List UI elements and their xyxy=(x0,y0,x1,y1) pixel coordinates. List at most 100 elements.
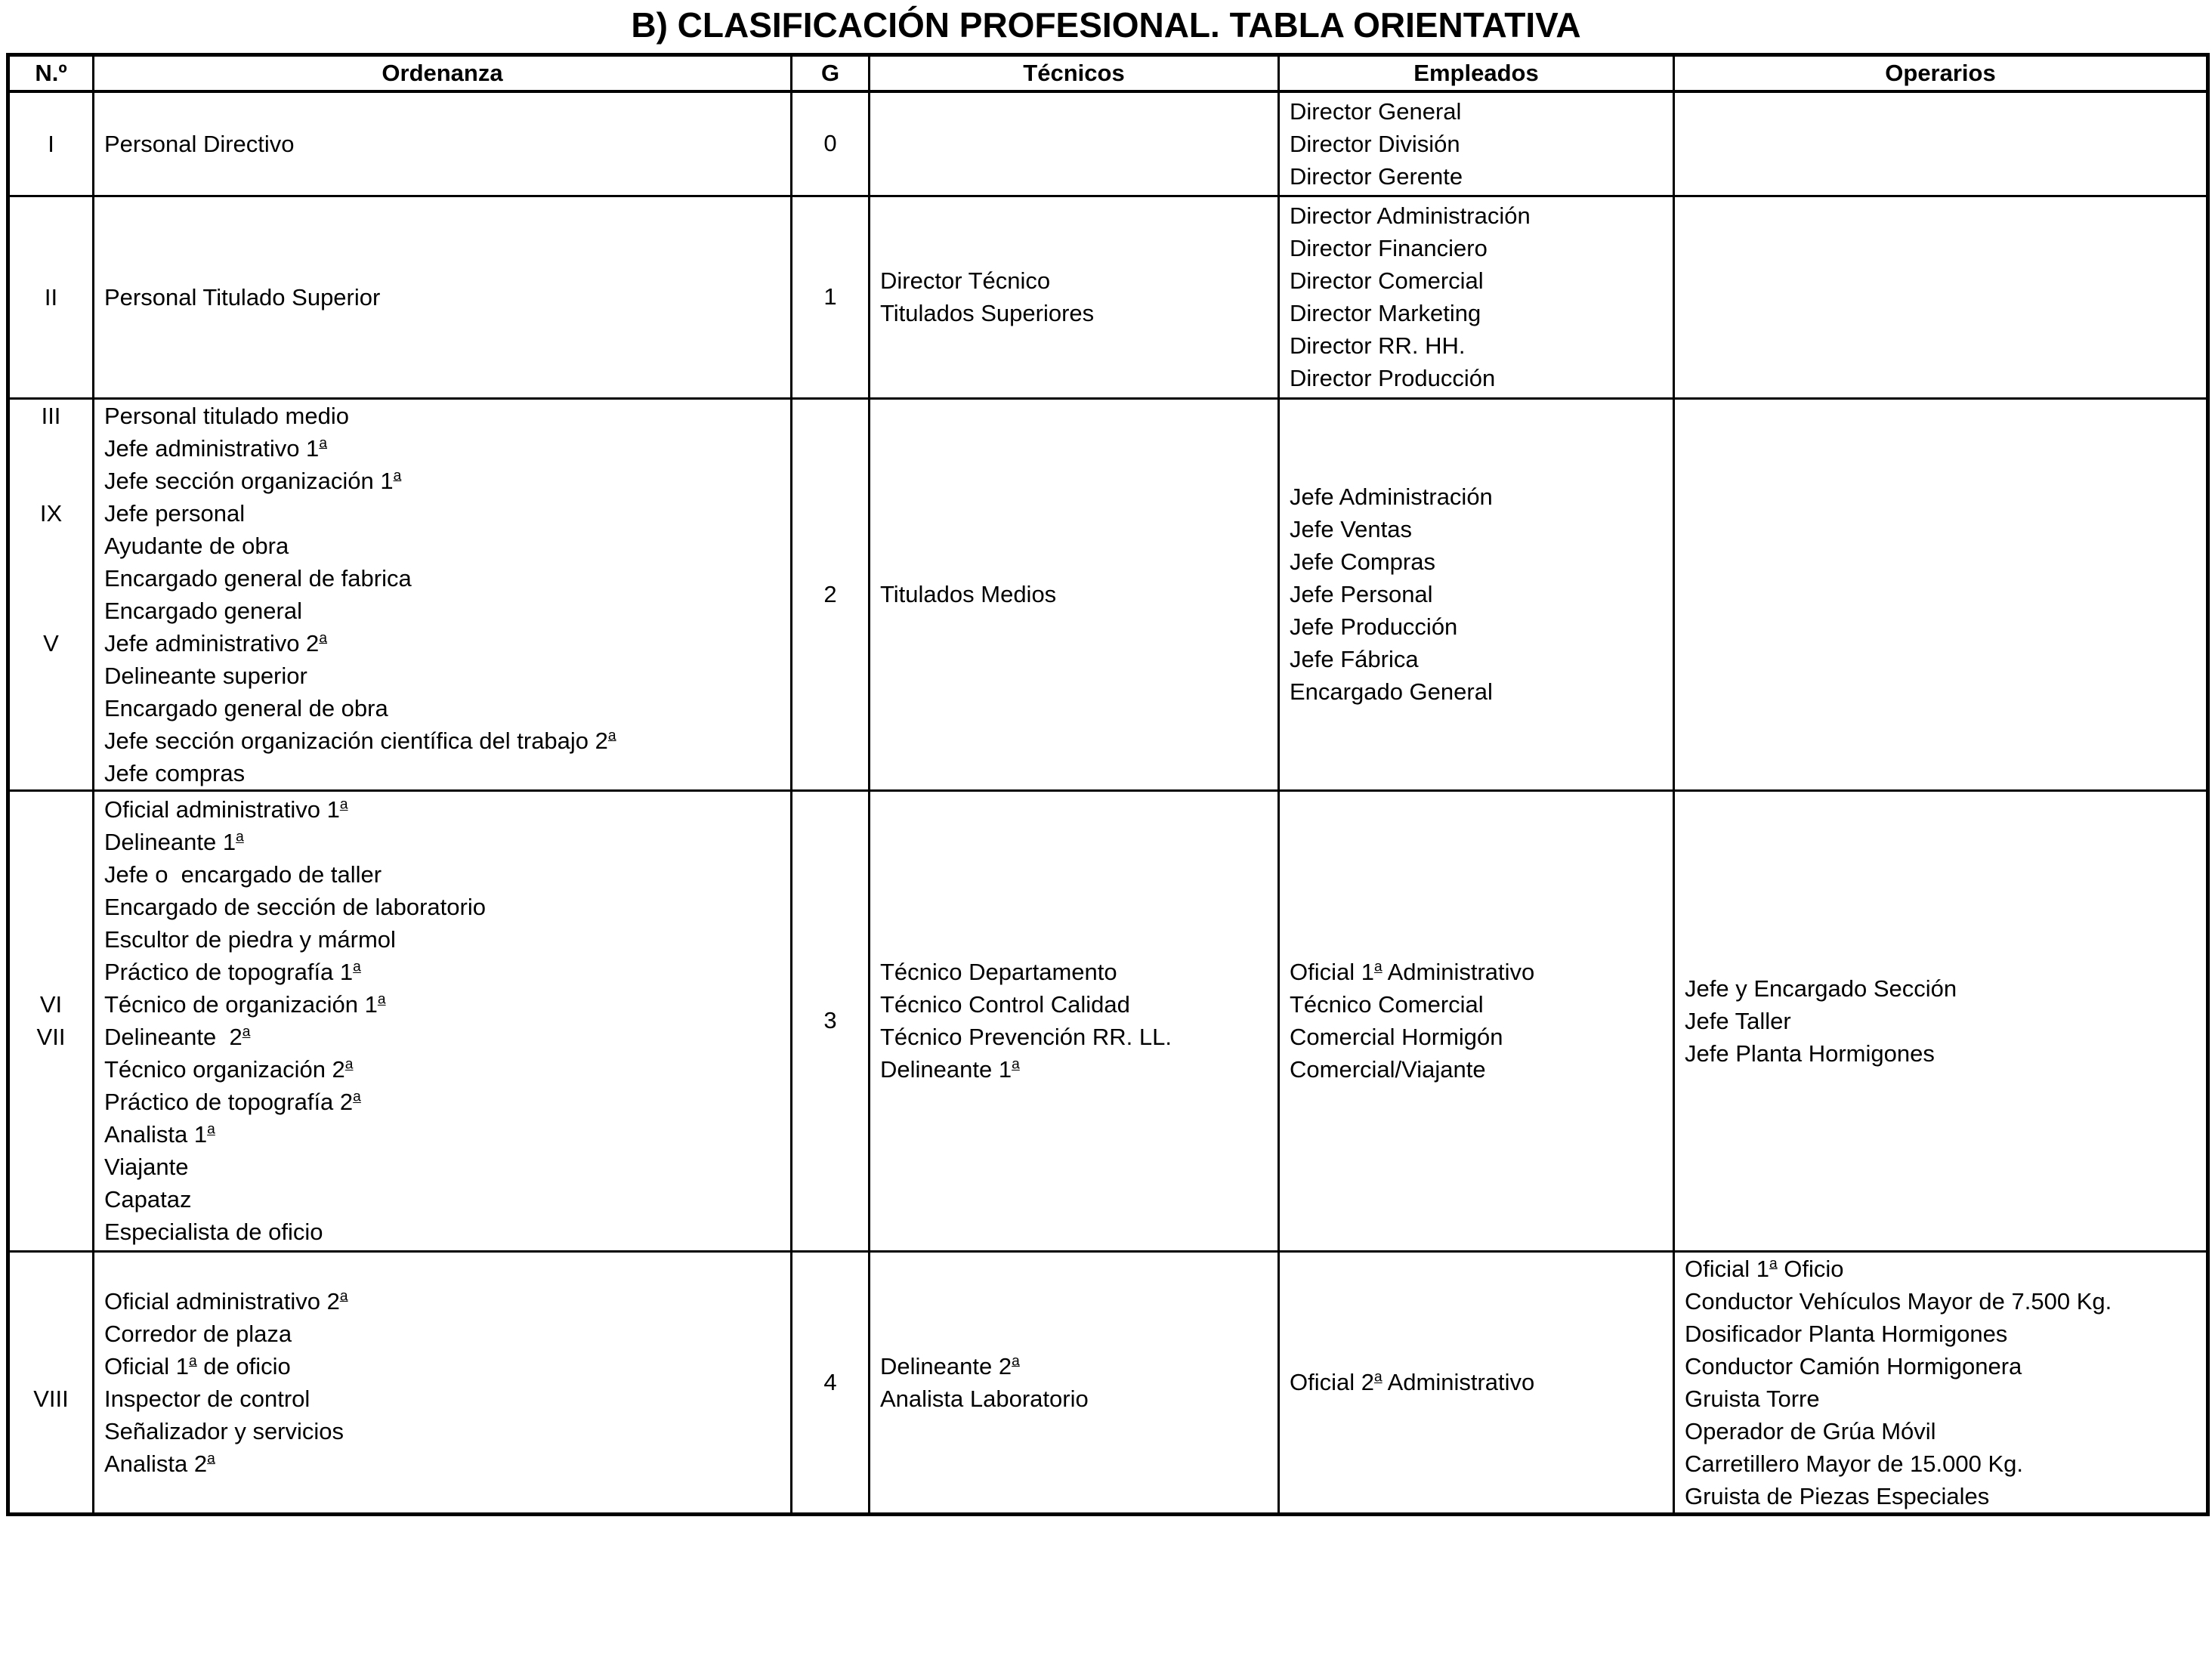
cell-line: Director División xyxy=(1290,130,1460,157)
cell-line xyxy=(11,465,91,497)
cell-empleados: Oficial 2a Administrativo xyxy=(1277,1250,1675,1515)
cell-numero: I xyxy=(7,90,94,197)
cell-line: Técnico de organización 1a xyxy=(104,991,386,1018)
cell-line: III xyxy=(41,402,61,429)
cell-tecnicos xyxy=(868,90,1280,197)
cell-line xyxy=(11,1151,91,1183)
cell-line: Técnico Departamento xyxy=(880,959,1117,985)
cell-line xyxy=(11,1415,91,1447)
cell-line: Práctico de topografía 2a xyxy=(104,1089,361,1115)
cell-grupo: 1 xyxy=(790,194,870,400)
cell-grupo: 0 xyxy=(790,90,870,197)
cell-line: Director RR. HH. xyxy=(1290,332,1466,359)
cell-line: Comercial/Viajante xyxy=(1290,1056,1486,1083)
cell-line: Operador de Grúa Móvil xyxy=(1685,1417,1936,1444)
ordinal-indicator: a xyxy=(1373,959,1382,975)
cell-line: Jefe sección organización científica del… xyxy=(104,727,616,754)
cell-line: Jefe Planta Hormigones xyxy=(1685,1040,1935,1067)
cell-ordenanza: Personal Titulado Superior xyxy=(92,194,792,400)
cell-line: Gruista de Piezas Especiales xyxy=(1685,1482,1990,1509)
cell-line: Oficial 1a de oficio xyxy=(104,1352,291,1379)
cell-tecnicos: Delineante 2a Analista Laboratorio xyxy=(868,1250,1280,1515)
classification-table: N.º Ordenanza G Técnicos Empleados Opera… xyxy=(6,53,2210,1516)
cell-numero: III IX V xyxy=(7,397,94,792)
cell-line: Señalizador y servicios xyxy=(104,1417,344,1444)
col-header-empleados: Empleados xyxy=(1277,54,1675,93)
ordinal-indicator: a xyxy=(393,468,402,484)
table-row-III-IX-V: III IX V Personal titulado medio Jefe adm… xyxy=(7,397,2209,792)
cell-line: Inspector de control xyxy=(104,1385,310,1412)
table-row-I: I Personal Directivo 0 Director General D… xyxy=(7,90,2209,197)
cell-line: Jefe compras xyxy=(104,759,246,786)
cell-tecnicos: Director Técnico Titulados Superiores xyxy=(868,194,1280,400)
cell-line: Jefe Personal xyxy=(1290,581,1433,607)
cell-line: I xyxy=(48,130,54,157)
cell-operarios: Oficial 1a Oficio Conductor Vehículos May… xyxy=(1673,1250,2209,1515)
cell-line: Conductor Camión Hormigonera xyxy=(1685,1352,2022,1379)
ordinal-indicator: a xyxy=(207,1121,215,1138)
cell-line xyxy=(11,826,91,858)
cell-line: Jefe Administración xyxy=(1290,483,1493,510)
cell-line: IX xyxy=(39,499,63,527)
cell-line: V xyxy=(43,629,59,656)
cell-ordenanza: Oficial administrativo 1a Delineante 1a Je… xyxy=(92,789,792,1253)
cell-line: Técnico organización 2a xyxy=(104,1056,354,1083)
ordinal-indicator: a xyxy=(242,1024,251,1040)
cell-numero: VIII xyxy=(7,1250,94,1515)
cell-line: Titulados Medios xyxy=(880,581,1057,607)
cell-line xyxy=(11,660,91,692)
cell-numero: II xyxy=(7,194,94,400)
cell-line: Analista 1a xyxy=(104,1121,215,1148)
ordinal-indicator: a xyxy=(607,728,616,744)
cell-line: Jefe Ventas xyxy=(1290,516,1413,542)
cell-line: Director Marketing xyxy=(1290,300,1481,326)
cell-line: Personal Directivo xyxy=(104,130,295,157)
cell-line: Gruista Torre xyxy=(1685,1385,1820,1412)
cell-line xyxy=(11,724,91,757)
cell-line: Director Gerente xyxy=(1290,162,1463,190)
cell-line: Jefe sección organización 1a xyxy=(104,467,402,494)
cell-line: Práctico de topografía 1a xyxy=(104,959,361,985)
col-header-tecnicos: Técnicos xyxy=(868,54,1280,93)
table-row-II: II Personal Titulado Superior 1 Director… xyxy=(7,194,2209,400)
cell-ordenanza: Oficial administrativo 2a Corredor de pla… xyxy=(92,1250,792,1515)
cell-line xyxy=(11,595,91,627)
cell-line: Director Comercial xyxy=(1290,267,1484,294)
cell-line xyxy=(11,891,91,923)
cell-line: Viajante xyxy=(104,1154,189,1180)
ordinal-indicator: a xyxy=(188,1353,197,1370)
cell-line xyxy=(11,956,91,988)
cell-line: Oficial 1a Oficio xyxy=(1685,1255,1844,1282)
ordinal-indicator: a xyxy=(319,630,327,647)
cell-line: Jefe Fábrica xyxy=(1290,646,1419,672)
cell-line: Carretillero Mayor de 15.000 Kg. xyxy=(1685,1450,2024,1477)
ordinal-indicator: a xyxy=(1012,1353,1020,1370)
cell-line: Analista 2a xyxy=(104,1450,215,1477)
cell-grupo: 2 xyxy=(790,397,870,792)
cell-operarios xyxy=(1673,194,2209,400)
cell-line: Conductor Vehículos Mayor de 7.500 Kg. xyxy=(1685,1287,2112,1315)
cell-line: Analista Laboratorio xyxy=(880,1385,1089,1412)
cell-line: Director General xyxy=(1290,97,1462,125)
cell-line: Personal Titulado Superior xyxy=(104,283,381,310)
table-header-row: N.º Ordenanza G Técnicos Empleados Opera… xyxy=(7,54,2209,93)
cell-line: Delineante 1a xyxy=(880,1056,1020,1083)
cell-line xyxy=(11,1183,91,1216)
cell-operarios xyxy=(1673,397,2209,792)
cell-line: Técnico Prevención RR. LL. xyxy=(880,1024,1172,1050)
cell-line: Director Producción xyxy=(1290,365,1496,391)
col-header-operarios: Operarios xyxy=(1673,54,2209,93)
cell-line: Corredor de plaza xyxy=(104,1320,292,1347)
cell-line: Escultor de piedra y mármol xyxy=(104,926,396,953)
cell-operarios: Jefe y Encargado Sección Jefe Taller Jefe … xyxy=(1673,789,2209,1253)
cell-empleados: Jefe Administración Jefe Ventas Jefe Compr… xyxy=(1277,397,1675,792)
ordinal-indicator: a xyxy=(1769,1256,1778,1272)
cell-line xyxy=(11,1086,91,1118)
cell-line xyxy=(11,923,91,956)
cell-line: VIII xyxy=(33,1385,69,1412)
cell-line: II xyxy=(44,283,58,310)
table-row-VI-VII: VI VII Oficial administrativo 1a Delineant… xyxy=(7,789,2209,1253)
cell-line: Director Financiero xyxy=(1290,235,1488,261)
cell-line: Jefe o encargado de taller xyxy=(104,861,382,888)
cell-line: Jefe y Encargado Sección xyxy=(1685,975,1957,1002)
